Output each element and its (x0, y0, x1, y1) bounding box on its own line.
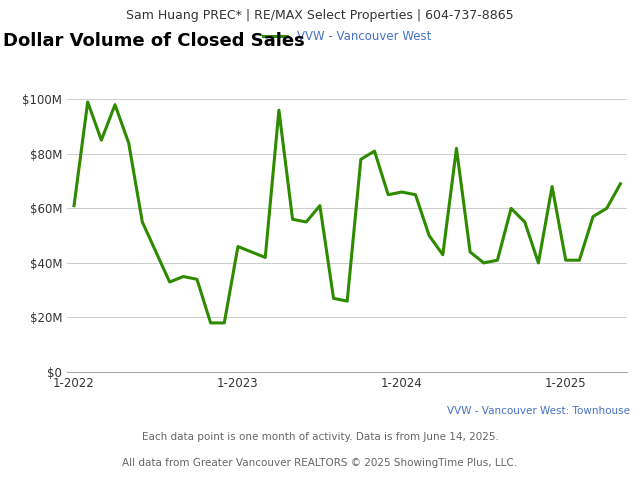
Text: VVW - Vancouver West: Townhouse: VVW - Vancouver West: Townhouse (447, 406, 630, 416)
Text: All data from Greater Vancouver REALTORS © 2025 ShowingTime Plus, LLC.: All data from Greater Vancouver REALTORS… (122, 458, 518, 468)
Text: Each data point is one month of activity. Data is from June 14, 2025.: Each data point is one month of activity… (141, 432, 499, 442)
Text: Dollar Volume of Closed Sales: Dollar Volume of Closed Sales (3, 33, 305, 50)
Legend: VVW - Vancouver West: VVW - Vancouver West (259, 25, 436, 48)
Text: Sam Huang PREC* | RE/MAX Select Properties | 604-737-8865: Sam Huang PREC* | RE/MAX Select Properti… (126, 9, 514, 22)
